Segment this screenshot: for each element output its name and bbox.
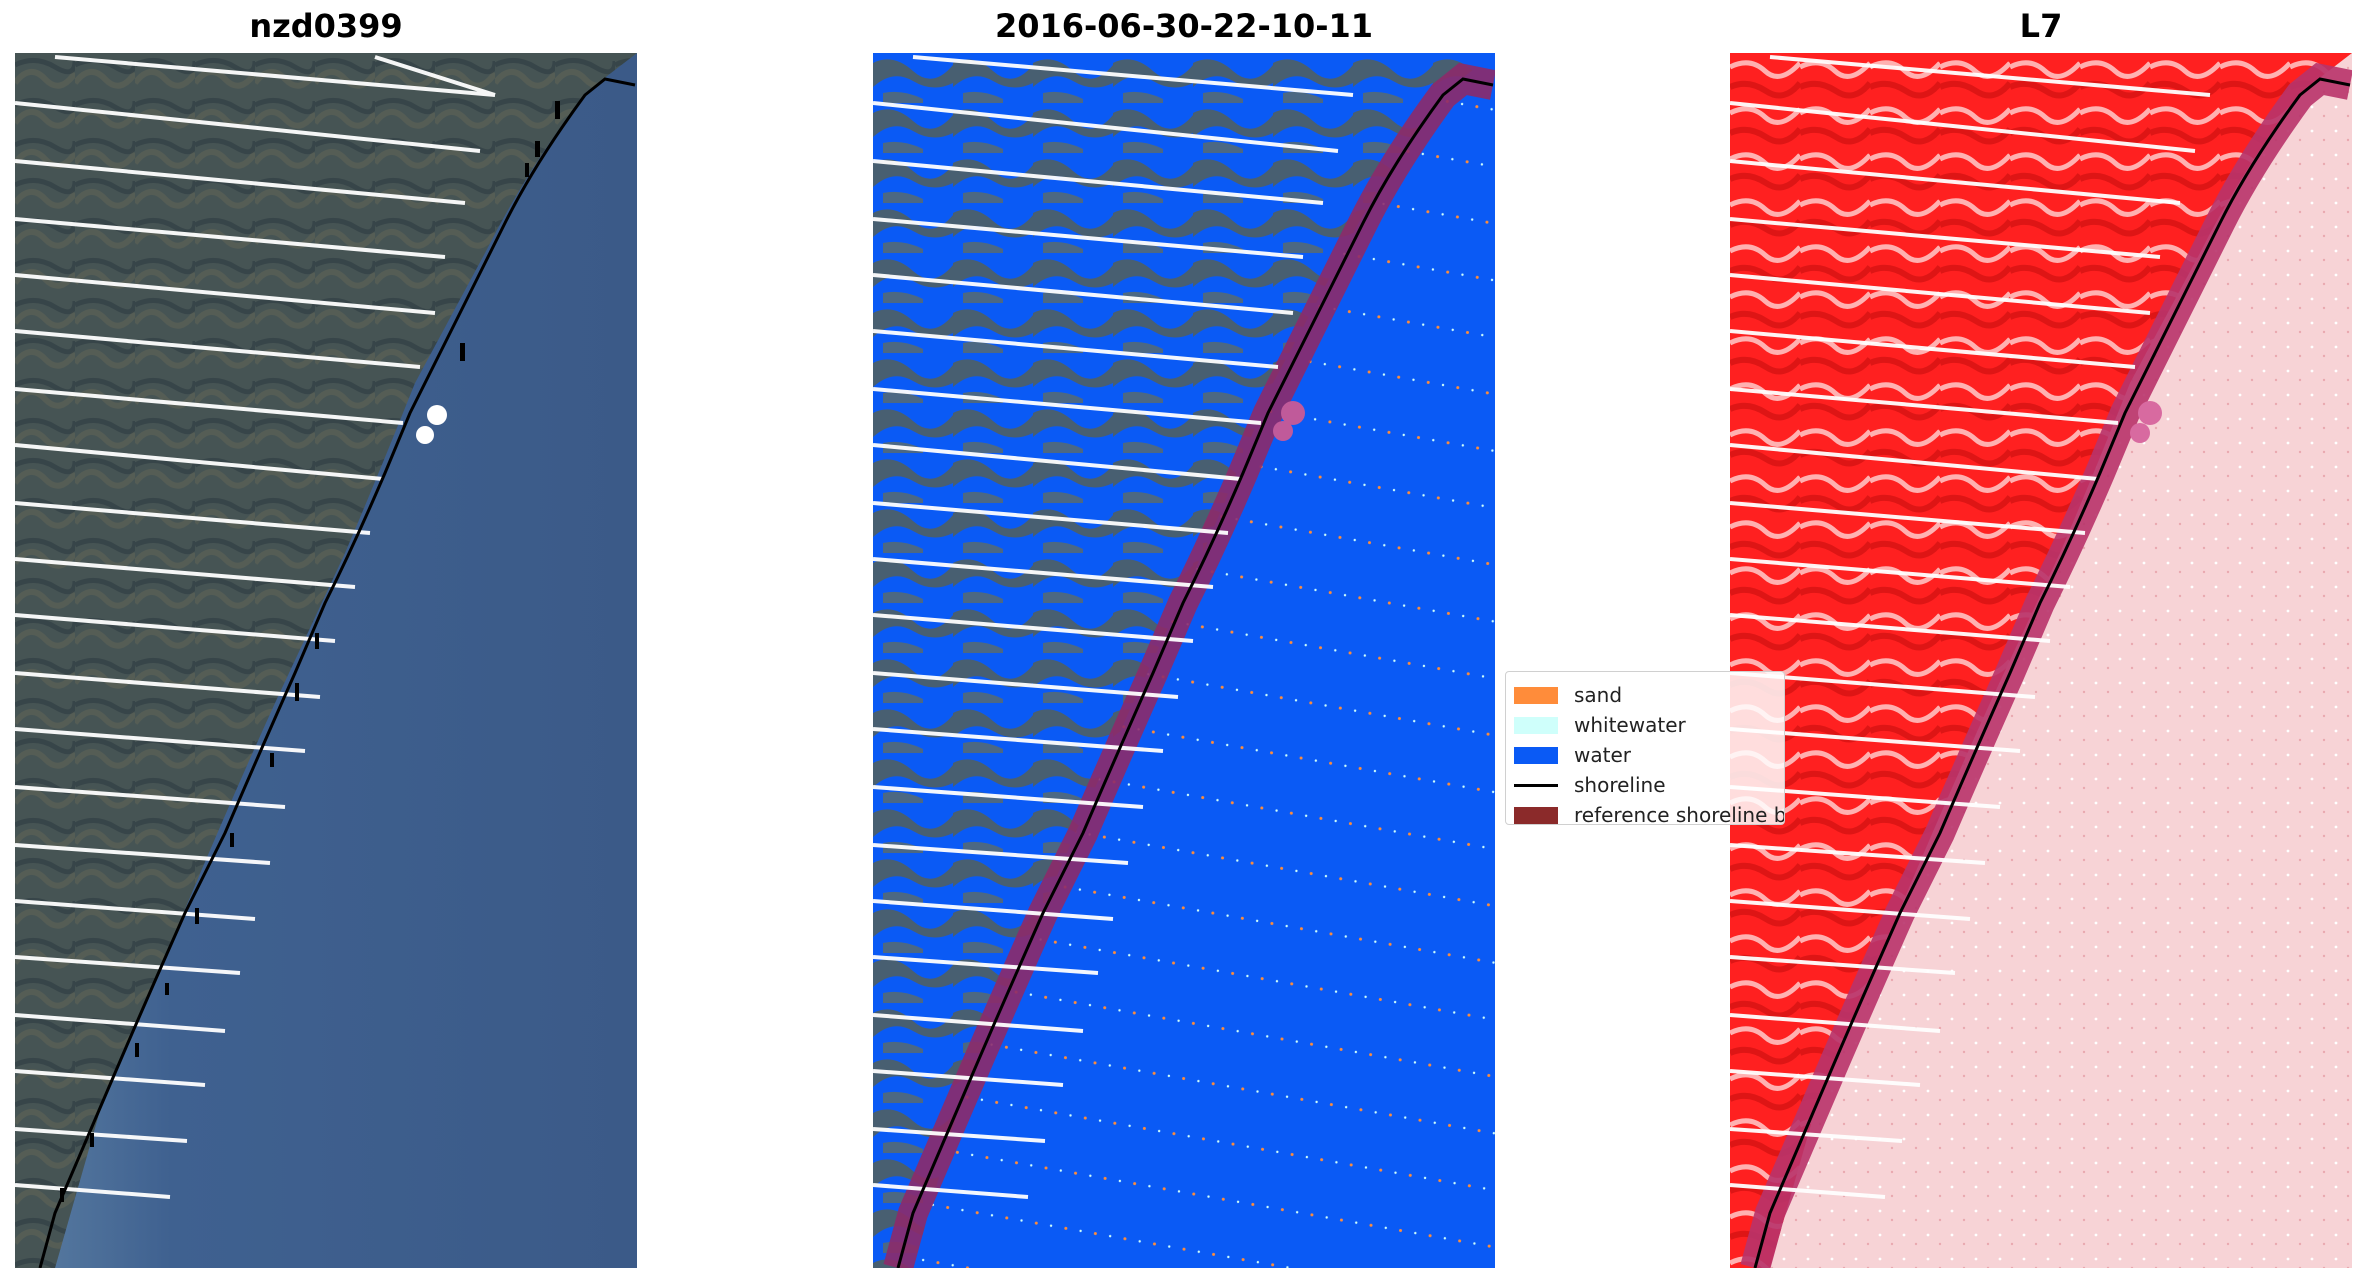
rgb-image xyxy=(15,53,637,1268)
legend-item-shoreline: shoreline xyxy=(1514,770,1784,800)
title-panel-2: 2016-06-30-22-10-11 xyxy=(994,7,1374,45)
classified-image-panel xyxy=(873,53,1495,1268)
index-image xyxy=(1730,53,2352,1268)
reference-buffer-swatch xyxy=(1514,806,1558,824)
classified-image xyxy=(873,53,1495,1268)
shoreline xyxy=(38,77,636,1268)
legend-item-whitewater: whitewater xyxy=(1514,710,1784,740)
legend-item-reference-buffer: reference shoreline buffer xyxy=(1514,800,1784,824)
scan-gap-lines xyxy=(873,55,1354,1199)
shoreline-swatch xyxy=(1514,783,1558,787)
legend-item-sand: sand xyxy=(1514,680,1784,710)
sand-swatch xyxy=(1514,686,1558,704)
rgb-image-panel xyxy=(15,53,637,1268)
shoreline xyxy=(1753,77,2351,1268)
scan-gap-lines xyxy=(15,55,496,1199)
shoreline-fragments xyxy=(60,101,560,1202)
legend-item-water: water xyxy=(1514,740,1784,770)
legend: sand whitewater water shoreline referenc… xyxy=(1505,671,1785,825)
index-image-panel xyxy=(1730,53,2352,1268)
shoreline xyxy=(896,77,1494,1268)
title-panel-1: nzd0399 xyxy=(249,7,403,45)
whitewater-swatch xyxy=(1514,716,1558,734)
cloud-spot xyxy=(427,405,447,425)
title-panel-3: L7 xyxy=(2019,7,2063,45)
water-swatch xyxy=(1514,746,1558,764)
land-area xyxy=(15,53,637,1268)
